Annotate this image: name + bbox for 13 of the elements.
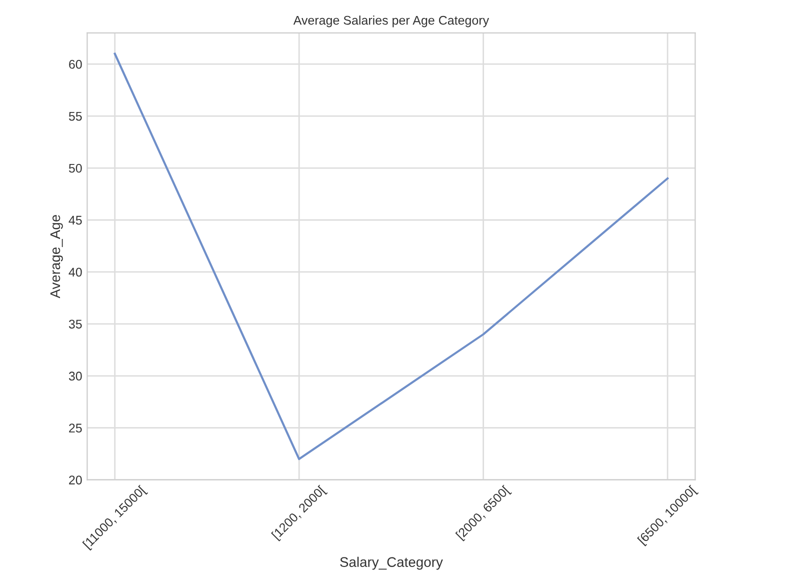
y-tick-label: 55 (68, 112, 82, 121)
y-tick-label: 35 (68, 320, 82, 329)
y-axis-title: Average_Age (50, 215, 63, 298)
y-tick-label: 20 (69, 476, 82, 484)
line-series (114, 52, 669, 460)
chart-title: Average Salaries per Age Category (293, 16, 490, 28)
y-tick-label: 25 (69, 424, 82, 432)
y-tick-label: 60 (69, 60, 82, 69)
x-axis-title: Salary_Category (340, 556, 443, 570)
y-tick-label: 50 (68, 164, 82, 173)
y-tick-label: 40 (68, 268, 82, 277)
y-tick-label: 30 (68, 372, 82, 381)
y-tick-label: 45 (68, 216, 82, 225)
